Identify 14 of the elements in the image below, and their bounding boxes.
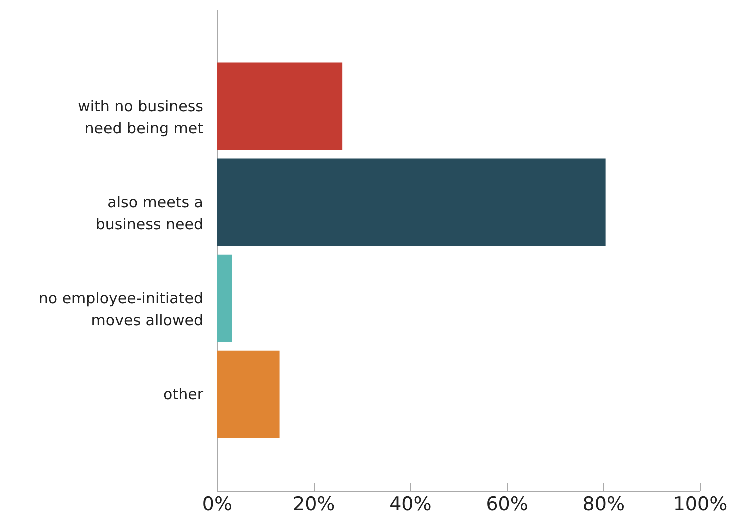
y-tick-label: with no business need being met	[78, 97, 204, 138]
bar	[217, 158, 606, 246]
x-tick-label: 0%	[202, 494, 233, 514]
x-tick-label: 20%	[292, 494, 336, 514]
y-tick-label: also meets a business need	[96, 193, 204, 234]
x-tick-label: 40%	[390, 494, 432, 514]
x-tick-label: 60%	[486, 494, 528, 514]
bar	[217, 62, 343, 150]
bar	[217, 254, 232, 342]
bar	[217, 350, 280, 438]
x-tick-label: 100%	[673, 494, 728, 514]
y-tick-label: other	[164, 386, 204, 404]
x-tick-label: 80%	[582, 494, 626, 514]
y-tick-label: no employee-initiated moves allowed	[38, 290, 204, 330]
